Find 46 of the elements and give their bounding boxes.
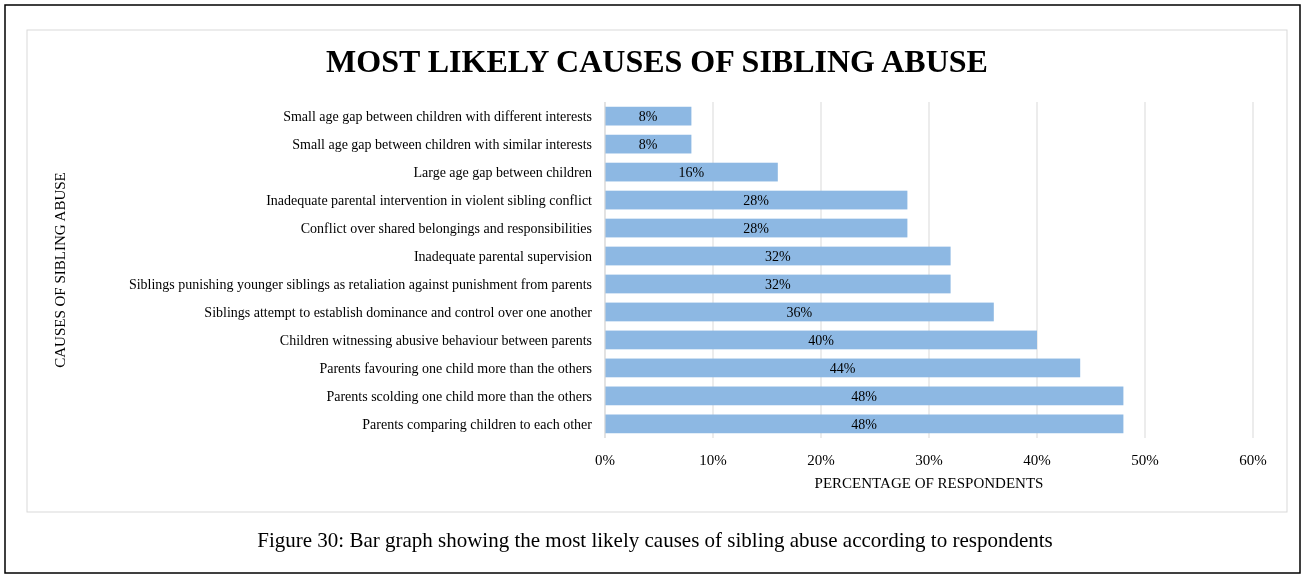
bar bbox=[605, 386, 1124, 406]
bar bbox=[605, 274, 951, 294]
x-tick-label: 60% bbox=[1239, 452, 1267, 468]
y-tick-label: Small age gap between children with similar interests bbox=[292, 137, 592, 152]
bar bbox=[605, 246, 951, 266]
x-axis-title: PERCENTAGE OF RESPONDENTS bbox=[814, 475, 1044, 491]
y-tick-label: Siblings attempt to establish dominance and control over one another bbox=[204, 304, 593, 320]
bar bbox=[605, 106, 692, 126]
bar bbox=[605, 302, 994, 322]
bar bbox=[605, 218, 908, 238]
x-tick-label: 10% bbox=[699, 452, 727, 468]
y-tick-label: Parents comparing children to each other bbox=[362, 416, 593, 432]
x-tick-label: 40% bbox=[1023, 452, 1051, 468]
data-label: 32% bbox=[764, 248, 791, 264]
y-tick-label: Small age gap between children with different interests bbox=[283, 109, 592, 125]
bar bbox=[605, 358, 1081, 378]
x-tick-label: 50% bbox=[1131, 452, 1159, 468]
x-tick-label: 20% bbox=[807, 452, 835, 468]
data-label: 8% bbox=[638, 137, 658, 152]
data-label: 44% bbox=[829, 360, 856, 376]
data-label: 48% bbox=[851, 416, 878, 432]
data-label: 32% bbox=[764, 276, 791, 292]
data-label: 28% bbox=[743, 192, 770, 208]
y-tick-label: Inadequate parental intervention in violent sibling conflict bbox=[266, 192, 593, 208]
y-tick-label: Large age gap between children bbox=[413, 164, 592, 180]
bar bbox=[605, 330, 1037, 350]
y-tick-label: Inadequate parental supervision bbox=[413, 248, 592, 264]
y-tick-label: Parents favouring one child more than the others bbox=[319, 360, 592, 376]
data-label: 16% bbox=[678, 164, 705, 180]
y-tick-label: Conflict over shared belongings and responsibilities bbox=[300, 220, 592, 236]
data-label: 36% bbox=[786, 304, 813, 320]
x-tick-label: 0% bbox=[595, 452, 615, 468]
y-tick-label: Children witnessing abusive behaviour between parents bbox=[279, 332, 592, 348]
y-axis-title: CAUSES OF SIBLING ABUSE bbox=[52, 172, 68, 368]
x-tick-label: 30% bbox=[915, 452, 943, 468]
y-tick-label: Parents scolding one child more than the others bbox=[326, 388, 592, 404]
chart-title: MOST LIKELY CAUSES OF SIBLING ABUSE bbox=[326, 43, 988, 79]
data-label: 48% bbox=[851, 388, 878, 404]
caption: Figure 30: Bar graph showing the most likely causes of sibling abuse according to respondents bbox=[257, 528, 1053, 552]
data-label: 8% bbox=[638, 109, 658, 125]
bar bbox=[605, 190, 908, 210]
bar bbox=[605, 414, 1124, 434]
y-tick-label: Siblings punishing younger siblings as retaliation against punishment from parents bbox=[128, 276, 592, 292]
data-label: 28% bbox=[743, 220, 770, 236]
bar bbox=[605, 162, 778, 182]
data-label: 40% bbox=[808, 332, 835, 348]
